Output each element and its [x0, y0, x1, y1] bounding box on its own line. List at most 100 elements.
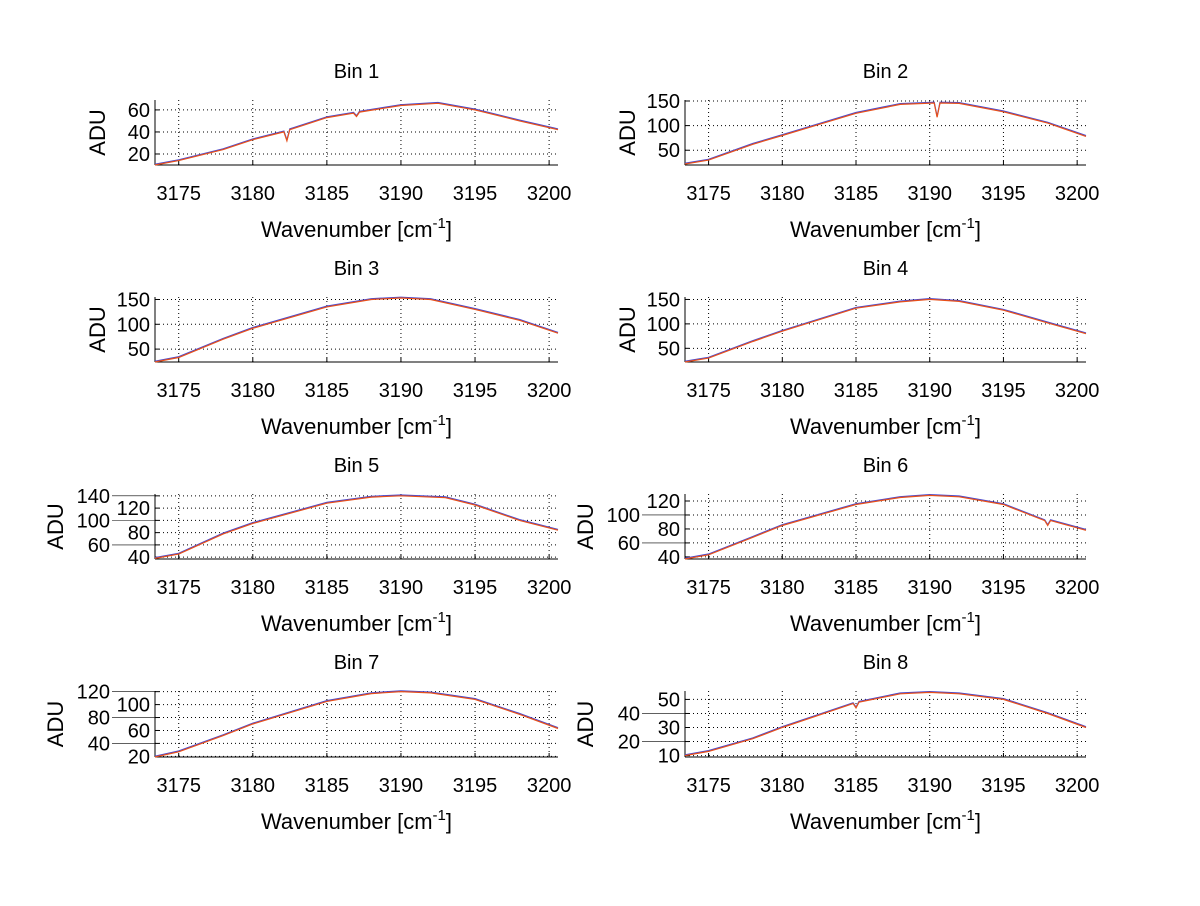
y-tick-label: 80	[128, 523, 150, 545]
y-tick-label: 50	[658, 140, 680, 162]
subplot-title: Bin 5	[334, 455, 380, 477]
y-tick-label: 10	[658, 746, 680, 768]
subplot-6: 3175 3180 3185 3190 3195 3200 40 60 80 100 120 Bin …	[573, 455, 1099, 636]
x-tick-label: 3200	[527, 577, 572, 599]
x-tick-label: 3185	[305, 380, 350, 402]
x-tick-label: 3175	[686, 183, 731, 205]
x-tick-label: 3195	[453, 775, 498, 797]
y-tick-label: 20	[618, 732, 640, 754]
y-tick-label: 100	[117, 314, 150, 336]
subplot-title: Bin 7	[334, 652, 380, 674]
x-tick-label: 3185	[834, 183, 879, 205]
series-line	[684, 298, 1087, 363]
x-tick-label: 3200	[1055, 775, 1100, 797]
subplot-5: 3175 3180 3185 3190 3195 3200 40 60 80 100 120 140 B…	[43, 455, 571, 636]
x-tick-label: 3195	[453, 183, 498, 205]
x-tick-label: 3175	[156, 380, 201, 402]
x-axis-label: Wavenumber [cm-1]	[261, 807, 452, 834]
y-tick-label: 40	[128, 122, 150, 144]
x-axis-label: Wavenumber [cm-1]	[261, 609, 452, 636]
series-line-blue	[684, 493, 1087, 559]
x-tick-label: 3195	[453, 380, 498, 402]
y-axis-label: ADU	[85, 109, 110, 155]
x-tick-label: 3195	[981, 775, 1026, 797]
x-tick-label: 3190	[907, 380, 952, 402]
x-tick-label: 3190	[379, 183, 424, 205]
y-tick-label: 80	[658, 519, 680, 541]
subplot-title: Bin 6	[863, 455, 909, 477]
series-line-blue	[684, 690, 1087, 756]
x-axis-label: Wavenumber [cm-1]	[790, 412, 981, 439]
x-tick-label: 3200	[1055, 183, 1100, 205]
x-axis-label: Wavenumber [cm-1]	[261, 412, 452, 439]
series-line-blue	[684, 297, 1087, 362]
x-axis-label: Wavenumber [cm-1]	[261, 215, 452, 242]
y-tick-label: 50	[658, 338, 680, 360]
y-tick-label: 120	[647, 491, 680, 513]
series-line	[154, 102, 559, 166]
x-tick-label: 3200	[527, 183, 572, 205]
x-tick-label: 3190	[379, 775, 424, 797]
x-tick-label: 3190	[907, 775, 952, 797]
subplot-8: 3175 3180 3185 3190 3195 3200 10 20 30 40 50 Bin 8 W…	[573, 652, 1099, 834]
x-tick-label: 3190	[379, 380, 424, 402]
y-tick-label: 100	[117, 695, 150, 717]
series-line	[154, 297, 559, 363]
subplot-title: Bin 2	[863, 61, 909, 83]
series-line	[154, 495, 559, 559]
y-tick-label: 150	[647, 91, 680, 113]
y-tick-label: 60	[128, 720, 150, 742]
x-tick-label: 3195	[981, 380, 1026, 402]
x-tick-label: 3195	[981, 577, 1026, 599]
y-axis-label: ADU	[615, 306, 640, 352]
x-tick-label: 3185	[305, 183, 350, 205]
y-tick-label: 140	[77, 486, 110, 508]
y-tick-label: 100	[607, 505, 640, 527]
y-tick-label: 40	[618, 703, 640, 725]
x-tick-label: 3175	[156, 577, 201, 599]
y-tick-label: 120	[117, 498, 150, 520]
y-tick-label: 60	[128, 100, 150, 122]
x-tick-label: 3185	[305, 577, 350, 599]
x-tick-label: 3185	[834, 577, 879, 599]
y-tick-label: 20	[128, 144, 150, 166]
series-line-blue	[684, 101, 1087, 164]
x-tick-label: 3175	[156, 775, 201, 797]
y-tick-label: 120	[77, 682, 110, 704]
subplot-title: Bin 4	[863, 258, 909, 280]
x-tick-label: 3200	[527, 775, 572, 797]
y-tick-label: 100	[647, 116, 680, 138]
series-line-blue	[154, 101, 559, 165]
y-tick-label: 40	[88, 733, 110, 755]
y-tick-label: 50	[658, 689, 680, 711]
x-tick-label: 3175	[686, 775, 731, 797]
x-axis-label: Wavenumber [cm-1]	[790, 609, 981, 636]
y-tick-label: 100	[77, 510, 110, 532]
series-line-blue	[154, 296, 559, 362]
x-axis-label: Wavenumber [cm-1]	[790, 215, 981, 242]
series-line	[684, 691, 1087, 757]
y-tick-label: 40	[128, 547, 150, 569]
x-tick-label: 3195	[453, 577, 498, 599]
y-axis-label: ADU	[43, 503, 68, 549]
x-tick-label: 3185	[834, 380, 879, 402]
y-tick-label: 150	[647, 289, 680, 311]
x-tick-label: 3180	[231, 577, 276, 599]
y-tick-label: 150	[117, 289, 150, 311]
y-tick-label: 40	[658, 547, 680, 569]
series-line-blue	[154, 690, 559, 757]
x-tick-label: 3200	[1055, 380, 1100, 402]
x-tick-label: 3175	[686, 380, 731, 402]
y-tick-label: 50	[128, 339, 150, 361]
y-tick-label: 100	[647, 314, 680, 336]
x-tick-label: 3175	[156, 183, 201, 205]
series-line	[684, 494, 1087, 560]
series-line-blue	[154, 494, 559, 559]
y-tick-label: 80	[88, 708, 110, 730]
y-tick-label: 60	[88, 535, 110, 557]
x-tick-label: 3180	[760, 380, 805, 402]
x-tick-label: 3200	[527, 380, 572, 402]
